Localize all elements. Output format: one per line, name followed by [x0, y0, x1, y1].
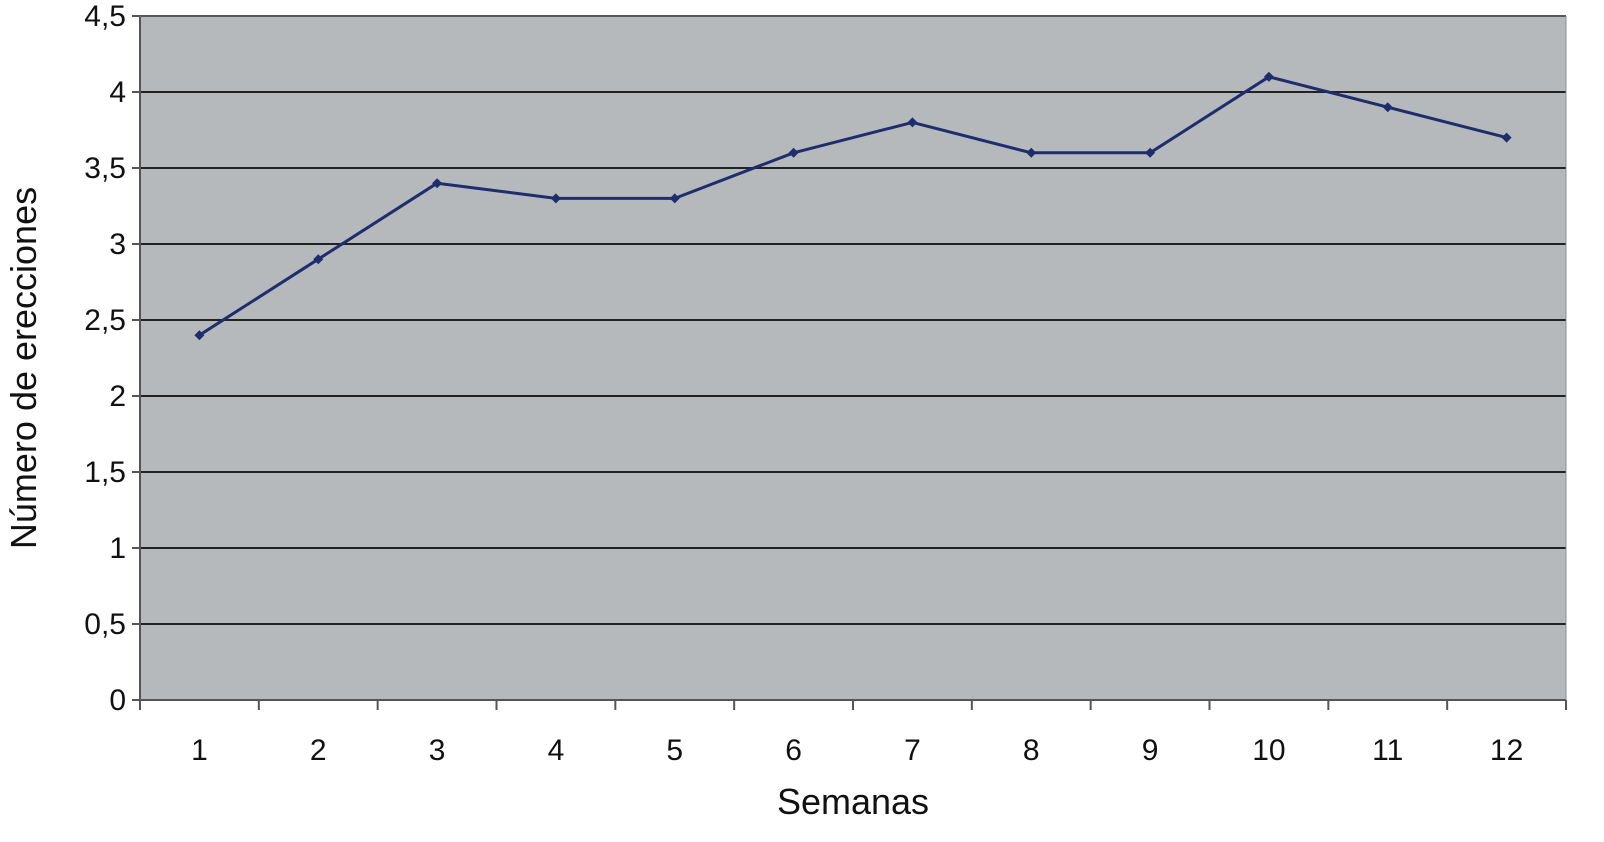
y-tick-label: 2 [109, 380, 126, 413]
x-tick-labels: 1 2 3 4 5 6 7 8 9 10 11 12 [191, 734, 1523, 767]
data-point [1263, 71, 1274, 82]
y-tick-label: 1,5 [84, 456, 126, 489]
data-point [1026, 147, 1037, 158]
x-tick-label: 2 [310, 734, 327, 767]
y-tick-label: 3,5 [84, 152, 126, 185]
y-tick-label: 0,5 [84, 608, 126, 641]
data-point [550, 193, 561, 204]
x-tick-label: 5 [666, 734, 683, 767]
x-tick-label: 7 [904, 734, 921, 767]
data-point [1501, 132, 1512, 143]
x-tick-label: 8 [1023, 734, 1040, 767]
y-tick-label: 4,5 [84, 0, 126, 33]
data-series [194, 71, 1512, 341]
x-tick-label: 9 [1142, 734, 1159, 767]
series-line [198, 75, 1507, 337]
x-tick-label: 4 [548, 734, 565, 767]
x-tick-label: 3 [429, 734, 446, 767]
data-point [788, 147, 799, 158]
axes [132, 15, 1567, 710]
y-tick-label: 0 [109, 684, 126, 717]
y-axis-title: Número de erecciones [3, 187, 44, 549]
y-tick-label: 2,5 [84, 304, 126, 337]
y-tick-label: 3 [109, 228, 126, 261]
data-point [432, 178, 443, 189]
x-tick-label: 10 [1252, 734, 1285, 767]
x-tick-label: 6 [785, 734, 802, 767]
data-point [1382, 102, 1393, 113]
data-point [907, 117, 918, 128]
plot-area [140, 16, 1566, 700]
x-tick-label: 12 [1490, 734, 1523, 767]
data-point [313, 254, 324, 265]
x-axis-title: Semanas [777, 781, 929, 822]
data-point [194, 330, 205, 341]
y-tick-label: 1 [109, 532, 126, 565]
y-tick-labels: 0 0,5 1 1,5 2 2,5 3 3,5 4 4,5 [84, 0, 126, 717]
x-tick-label: 11 [1372, 734, 1403, 767]
data-point [1145, 147, 1156, 158]
data-point [669, 193, 680, 204]
x-tick-label: 1 [191, 734, 208, 767]
y-tick-label: 4 [109, 76, 126, 109]
